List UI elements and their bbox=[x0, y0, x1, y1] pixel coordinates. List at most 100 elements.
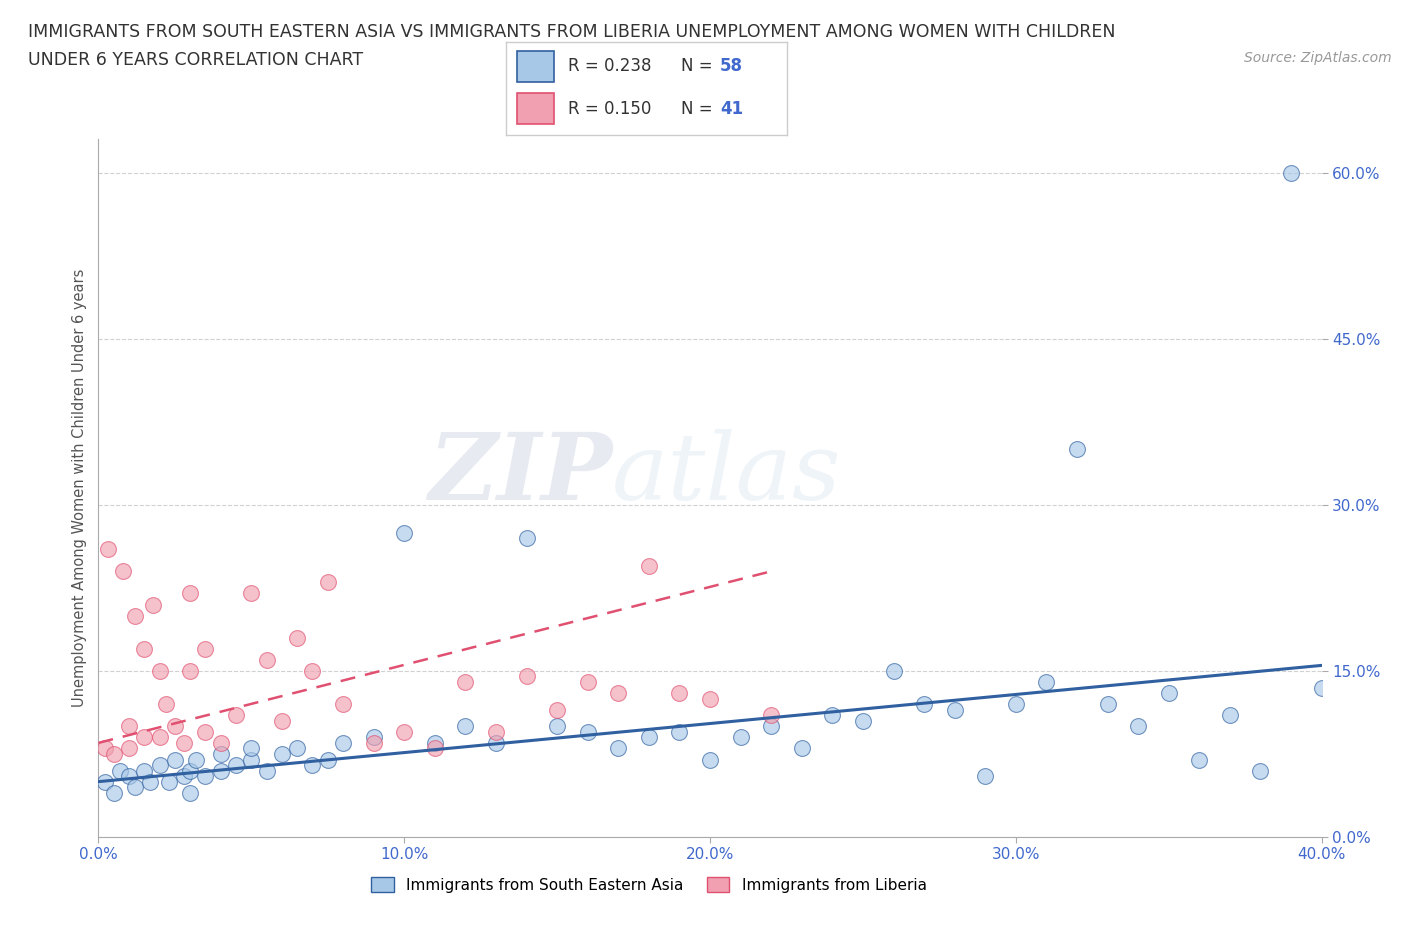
Point bbox=[668, 685, 690, 700]
Point bbox=[392, 525, 416, 540]
Point bbox=[454, 719, 477, 734]
Point bbox=[93, 774, 115, 789]
Point bbox=[546, 702, 568, 717]
Point bbox=[637, 730, 661, 745]
Point bbox=[332, 736, 354, 751]
Point bbox=[516, 531, 538, 546]
Point bbox=[301, 758, 323, 773]
Point bbox=[761, 719, 783, 734]
Point bbox=[179, 764, 201, 778]
Point bbox=[576, 674, 599, 689]
Point bbox=[790, 741, 813, 756]
Point bbox=[1310, 680, 1333, 695]
Point bbox=[240, 752, 263, 767]
Point bbox=[1035, 674, 1057, 689]
Point bbox=[974, 769, 997, 784]
Point bbox=[1188, 752, 1211, 767]
Point bbox=[943, 702, 966, 717]
Point bbox=[173, 769, 195, 784]
Point bbox=[1219, 708, 1241, 723]
Point bbox=[179, 586, 201, 601]
Point bbox=[546, 719, 568, 734]
Point bbox=[821, 708, 844, 723]
Point bbox=[194, 642, 217, 657]
Text: N =: N = bbox=[681, 100, 717, 118]
Point bbox=[761, 708, 783, 723]
Point bbox=[392, 724, 416, 739]
Point bbox=[149, 730, 172, 745]
Point bbox=[301, 663, 323, 678]
Point bbox=[1004, 697, 1026, 711]
Point bbox=[1279, 166, 1302, 180]
Point bbox=[912, 697, 935, 711]
Point bbox=[111, 564, 134, 578]
Point bbox=[139, 774, 162, 789]
Point bbox=[134, 730, 156, 745]
Legend: Immigrants from South Eastern Asia, Immigrants from Liberia: Immigrants from South Eastern Asia, Immi… bbox=[366, 871, 932, 899]
Point bbox=[485, 736, 508, 751]
Point bbox=[1128, 719, 1150, 734]
Point bbox=[186, 752, 208, 767]
Point bbox=[118, 769, 141, 784]
Text: R = 0.150: R = 0.150 bbox=[568, 100, 651, 118]
Point bbox=[240, 741, 263, 756]
Point bbox=[134, 764, 156, 778]
Point bbox=[118, 741, 141, 756]
Point bbox=[423, 736, 446, 751]
Point bbox=[142, 597, 165, 612]
Point bbox=[516, 669, 538, 684]
Point bbox=[209, 764, 232, 778]
Point bbox=[668, 724, 690, 739]
Y-axis label: Unemployment Among Women with Children Under 6 years: Unemployment Among Women with Children U… bbox=[72, 269, 87, 708]
Point bbox=[454, 674, 477, 689]
Point bbox=[699, 752, 721, 767]
Text: R = 0.238: R = 0.238 bbox=[568, 57, 651, 75]
Point bbox=[149, 663, 172, 678]
Point bbox=[149, 758, 172, 773]
Point bbox=[163, 752, 186, 767]
Text: ZIP: ZIP bbox=[427, 430, 612, 519]
Text: IMMIGRANTS FROM SOUTH EASTERN ASIA VS IMMIGRANTS FROM LIBERIA UNEMPLOYMENT AMONG: IMMIGRANTS FROM SOUTH EASTERN ASIA VS IM… bbox=[28, 23, 1115, 41]
Point bbox=[124, 608, 146, 623]
Point bbox=[256, 764, 278, 778]
Point bbox=[124, 779, 146, 794]
Point bbox=[607, 741, 630, 756]
Point bbox=[423, 741, 446, 756]
Point bbox=[194, 724, 217, 739]
Point bbox=[852, 713, 875, 728]
Point bbox=[225, 708, 247, 723]
Point bbox=[607, 685, 630, 700]
Point bbox=[103, 785, 125, 800]
Text: 41: 41 bbox=[720, 100, 742, 118]
Point bbox=[240, 586, 263, 601]
Text: atlas: atlas bbox=[612, 430, 842, 519]
Point bbox=[209, 747, 232, 762]
Point bbox=[209, 736, 232, 751]
Point bbox=[1157, 685, 1180, 700]
Point bbox=[637, 558, 661, 573]
Point bbox=[1097, 697, 1119, 711]
Text: UNDER 6 YEARS CORRELATION CHART: UNDER 6 YEARS CORRELATION CHART bbox=[28, 51, 363, 69]
Point bbox=[270, 713, 294, 728]
Point bbox=[316, 575, 339, 590]
Point bbox=[225, 758, 247, 773]
Point bbox=[163, 719, 186, 734]
Point bbox=[155, 697, 177, 711]
Point bbox=[173, 736, 195, 751]
Point bbox=[179, 663, 201, 678]
Point bbox=[576, 724, 599, 739]
Point bbox=[157, 774, 180, 789]
Point bbox=[363, 736, 385, 751]
Point bbox=[699, 691, 721, 706]
Point bbox=[256, 653, 278, 668]
Point bbox=[730, 730, 752, 745]
Point bbox=[485, 724, 508, 739]
Point bbox=[285, 741, 308, 756]
Point bbox=[134, 642, 156, 657]
Bar bbox=[517, 51, 554, 82]
Point bbox=[108, 764, 131, 778]
Point bbox=[363, 730, 385, 745]
Text: N =: N = bbox=[681, 57, 717, 75]
Point bbox=[332, 697, 354, 711]
Bar bbox=[517, 93, 554, 124]
